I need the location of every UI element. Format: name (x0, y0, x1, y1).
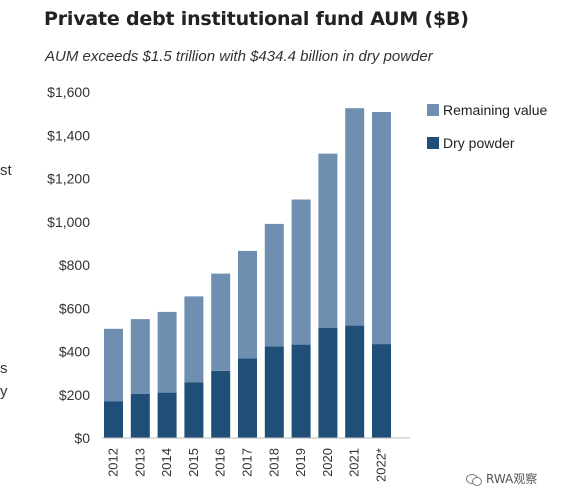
bar-remaining-value (184, 296, 204, 383)
wechat-icon (466, 473, 482, 486)
bar-remaining-value (104, 328, 123, 402)
y-tick-label: $0 (74, 430, 90, 446)
x-tick-label: 2022* (374, 448, 389, 482)
bar-dry-powder (372, 344, 391, 438)
x-tick-label: 2015 (186, 448, 201, 477)
y-axis-ticks: $0 $200 $400 $600 $800 $1,000 $1,200 $1,400 $1,6… (47, 84, 90, 446)
x-axis-labels: 2012 2013 2014 2015 2016 2017 2018 2019 2020 2021… (106, 448, 389, 482)
legend: Remaining value Dry powder (427, 102, 547, 151)
bar-series (104, 108, 391, 439)
legend-label-remaining: Remaining value (443, 102, 547, 118)
bar-dry-powder (130, 393, 150, 438)
bar-remaining-value (345, 108, 365, 326)
bar-dry-powder (238, 358, 257, 438)
cropped-text-fragment: y (0, 383, 8, 400)
watermark: RWA观察 (466, 470, 537, 487)
bar-dry-powder (264, 346, 284, 438)
x-tick-label: 2018 (266, 448, 281, 477)
y-tick-label: $400 (59, 344, 90, 360)
legend-swatch-dry (427, 137, 439, 149)
legend-label-dry: Dry powder (443, 135, 515, 151)
chart-subtitle: AUM exceeds $1.5 trillion with $434.4 bi… (45, 48, 433, 65)
y-tick-label: $1,400 (47, 127, 90, 143)
legend-swatch-remaining (427, 104, 439, 116)
bar-remaining-value (130, 319, 150, 394)
bar-remaining-value (238, 250, 257, 359)
bar-remaining-value (157, 311, 177, 393)
y-tick-label: $1,600 (47, 84, 90, 100)
y-tick-label: $200 (59, 387, 90, 403)
x-tick-label: 2021 (347, 448, 362, 477)
y-tick-label: $800 (59, 257, 90, 273)
bar-remaining-value (264, 223, 284, 347)
x-tick-label: 2013 (132, 448, 147, 477)
bar-dry-powder (291, 344, 311, 438)
bar-remaining-value (372, 112, 391, 344)
bar-remaining-value (211, 273, 231, 371)
bar-dry-powder (211, 371, 231, 438)
cropped-text-fragment: s (0, 360, 8, 377)
bar-dry-powder (157, 392, 177, 438)
bar-remaining-value (318, 153, 338, 328)
y-tick-label: $1,200 (47, 171, 90, 187)
chart-title: Private debt institutional fund AUM ($B) (44, 8, 469, 30)
bar-dry-powder (345, 325, 365, 439)
x-tick-label: 2014 (159, 448, 174, 477)
bar-dry-powder (184, 382, 204, 438)
watermark-text: RWA观察 (486, 472, 538, 486)
x-tick-label: 2012 (106, 448, 121, 477)
y-tick-label: $1,000 (47, 214, 90, 230)
cropped-text-fragment: st (0, 162, 12, 179)
bar-dry-powder (104, 401, 123, 438)
x-tick-label: 2017 (240, 448, 255, 477)
x-tick-label: 2016 (213, 448, 228, 477)
x-tick-label: 2020 (320, 448, 335, 477)
y-tick-label: $600 (59, 300, 90, 316)
bar-dry-powder (318, 327, 338, 438)
x-tick-label: 2019 (293, 448, 308, 477)
bar-remaining-value (291, 199, 311, 345)
